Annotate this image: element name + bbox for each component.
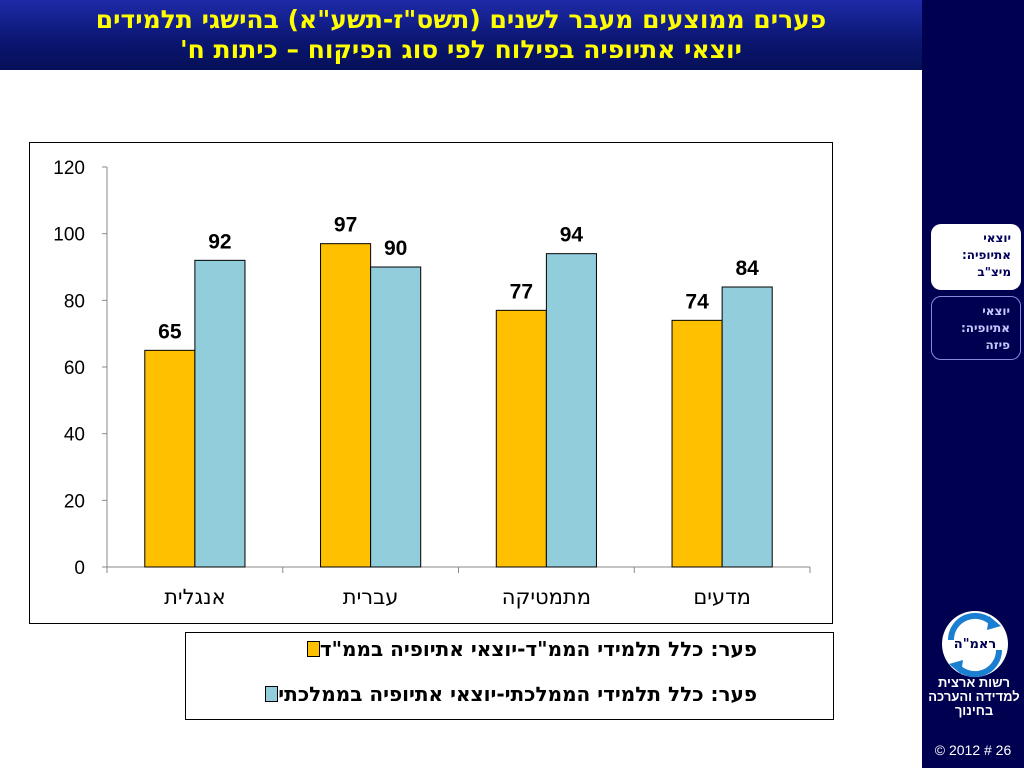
y-tick-label: 120 (53, 158, 85, 179)
data-label: 65 (158, 320, 182, 343)
data-label: 97 (334, 214, 357, 237)
nav-item-ethiopia-pisa[interactable]: יוצאי אתיופיה: פיזה (931, 296, 1021, 360)
data-label: 92 (208, 230, 231, 253)
page-subtitle: יוצאי אתיופיה בפילוח לפי סוג הפיקוח – כי… (180, 35, 742, 64)
legend-item-series1: פער: כלל תלמידי הממ"ד-יוצאי אתיופיה בממ"… (300, 636, 757, 662)
legend-swatch-yellow (306, 641, 320, 657)
title-bar: פערים ממוצעים מעבר לשנים (תשס"ז-תשע"א) ב… (0, 0, 922, 70)
data-label: 94 (560, 224, 584, 247)
page-title: פערים ממוצעים מעבר לשנים (תשס"ז-תשע"א) ב… (95, 5, 827, 34)
y-tick-label: 80 (64, 291, 85, 312)
bar-series1 (320, 243, 372, 568)
bar-series1 (671, 319, 723, 568)
x-category-label: אנגלית (164, 585, 226, 609)
x-category-label: מדעים (693, 585, 751, 609)
chart-frame: 0 20 40 60 80 100 120 65 92 אנגלית 97 90 עברית 77 94 מת… (29, 142, 833, 624)
legend-label: פער: כלל תלמידי הממלכתי-יוצאי אתיופיה במ… (278, 682, 757, 706)
nav-item-ethiopia-meitzav[interactable]: יוצאי אתיופיה: מיצ"ב (931, 224, 1021, 290)
bar-series2 (721, 286, 773, 568)
nav-item-label: יוצאי אתיופיה: פיזה (960, 304, 1010, 352)
legend-label: פער: כלל תלמידי הממ"ד-יוצאי אתיופיה בממ"… (319, 637, 757, 661)
y-tick-label: 60 (64, 358, 85, 379)
legend-swatch-blue (265, 686, 279, 702)
y-tick-label: 20 (64, 491, 85, 512)
data-label: 77 (510, 280, 533, 303)
chart-legend: פער: כלל תלמידי הממ"ד-יוצאי אתיופיה בממ"… (185, 632, 834, 720)
y-tick-label: 0 (74, 558, 85, 579)
bar-series2 (545, 253, 597, 568)
y-tick-label: 100 (53, 225, 85, 246)
data-label: 84 (735, 257, 759, 280)
bar-series2 (370, 266, 422, 568)
slide-footer: © 2012 # 26 (934, 742, 1012, 758)
rama-logo: ראמ"ה (942, 611, 1008, 678)
bar-series2 (194, 259, 246, 568)
bar-chart: 0 20 40 60 80 100 120 65 92 אנגלית 97 90 עברית 77 94 מת… (53, 158, 811, 609)
data-label: 90 (384, 237, 407, 260)
organization-name: רשות ארצית למדידה והערכה בחינוך (928, 675, 1020, 718)
nav-item-label: יוצאי אתיופיה: מיצ"ב (961, 231, 1011, 279)
x-category-label: עברית (343, 585, 399, 609)
y-tick-label: 40 (64, 425, 85, 446)
svg-text:ראמ"ה: ראמ"ה (954, 637, 996, 652)
data-label: 74 (685, 290, 709, 313)
x-category-label: מתמטיקה (502, 585, 591, 609)
legend-item-series2: פער: כלל תלמידי הממלכתי-יוצאי אתיופיה במ… (258, 681, 757, 707)
bar-series1 (144, 349, 196, 568)
bar-series1 (495, 309, 547, 568)
